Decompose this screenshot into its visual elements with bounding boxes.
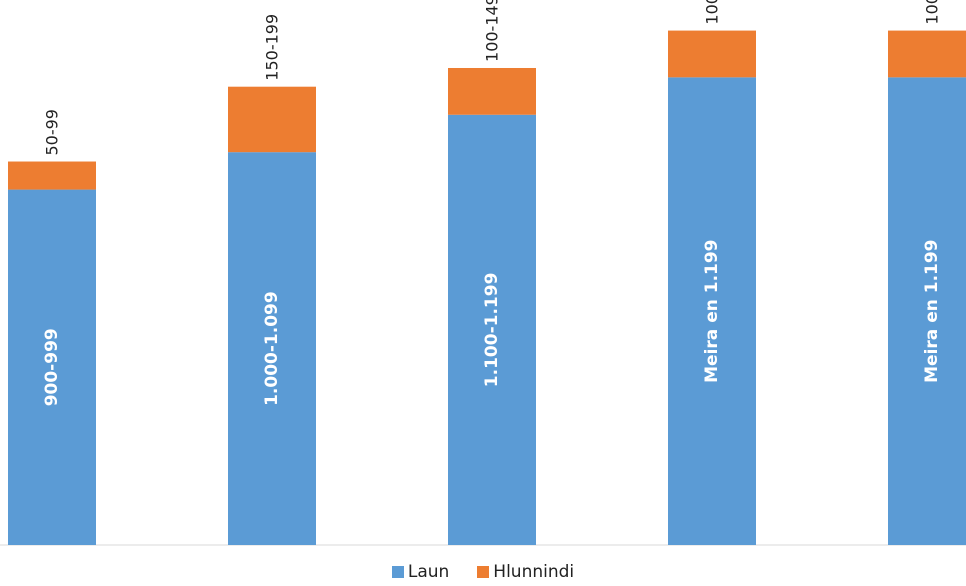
bar-hlunnindi-3 — [668, 30, 756, 78]
legend: Laun Hlunnindi — [0, 561, 966, 583]
bar-hlunnindi-2 — [448, 67, 536, 115]
data-label-laun-0: 900-999 — [42, 328, 62, 406]
bar-laun-1 — [228, 152, 316, 545]
data-label-hlunnindi-0: 50-99 — [43, 109, 62, 156]
bar-laun-4 — [888, 77, 966, 546]
data-label-laun-3: Meira en 1.199 — [702, 239, 722, 382]
data-label-laun-2: 1.100-1.199 — [482, 273, 502, 388]
data-label-laun-4: Meira en 1.199 — [922, 239, 942, 382]
bar-laun-2 — [448, 114, 536, 545]
legend-swatch-hlunnindi — [477, 566, 490, 578]
bar-hlunnindi-4 — [888, 30, 966, 78]
bar-laun-0 — [8, 189, 96, 545]
data-label-hlunnindi-2: 100-149 — [483, 0, 502, 62]
legend-item-laun: Laun — [391, 562, 450, 582]
legend-label-hlunnindi: Hlunnindi — [493, 562, 575, 582]
data-label-hlunnindi-4: 100-149 — [923, 0, 942, 25]
legend-item-hlunnindi: Hlunnindi — [477, 562, 574, 582]
data-label-hlunnindi-1: 150-199 — [263, 14, 282, 81]
data-label-hlunnindi-3: 100-149 — [703, 0, 722, 25]
data-label-laun-1: 1.000-1.099 — [262, 291, 282, 406]
legend-swatch-laun — [391, 566, 404, 578]
chart-plot-area: 900-999 50-99 1.000-1.099 150-199 1.100-1.19… — [0, 0, 966, 546]
bar-laun-3 — [668, 77, 756, 546]
bar-hlunnindi-0 — [8, 161, 96, 190]
legend-label-laun: Laun — [407, 562, 450, 582]
bar-hlunnindi-1 — [228, 86, 316, 153]
